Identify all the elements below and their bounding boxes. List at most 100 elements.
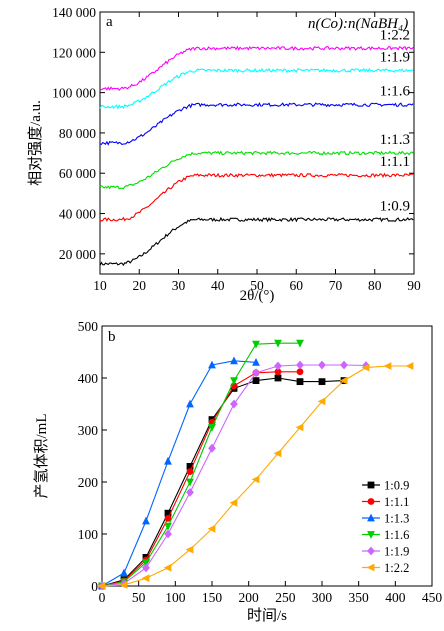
legend-label: 1:1.9 <box>384 545 409 559</box>
data-point <box>142 559 150 567</box>
data-point <box>97 582 106 590</box>
x-tick-label: 350 <box>349 590 370 605</box>
panel-a-ticks: 10 20 30 40 50 60 70 80 90 20 000 40 000 60 000 80 0… <box>52 5 421 293</box>
x-tick-label: 450 <box>422 590 443 605</box>
y-tick-label: 100 <box>78 527 99 542</box>
data-point <box>186 488 194 497</box>
legend-label: 1:1.1 <box>384 495 409 509</box>
panel-a-y-axis-label: 相对强度/a.u. <box>27 100 44 186</box>
xrd-trace-1-1-1 <box>99 172 414 222</box>
data-point <box>361 363 370 372</box>
x-tick-label: 30 <box>172 278 186 293</box>
xrd-series-label: 1:1.9 <box>380 49 410 65</box>
x-tick-label: 400 <box>385 590 406 605</box>
data-point <box>296 378 304 386</box>
x-tick-label: 70 <box>329 278 343 293</box>
data-point <box>186 399 194 408</box>
y-tick-label: 300 <box>78 423 99 438</box>
hydrogen-series-1-1-1 <box>98 368 304 590</box>
panel-b-plot-frame <box>101 325 433 587</box>
x-tick-label: 50 <box>250 278 264 293</box>
y-tick-label: 400 <box>78 371 99 386</box>
y-tick-label: 100 000 <box>52 86 96 101</box>
hydrogen-series-1-1-6 <box>98 339 304 591</box>
panel-b-hydrogen-chart: b 产氢体积/mL 时间/s 0 50 100 150 200 250 300 350 400 4… <box>33 319 442 624</box>
data-point <box>295 423 304 432</box>
legend-marker <box>367 498 375 505</box>
data-point <box>164 515 172 522</box>
data-point <box>383 362 392 370</box>
hydrogen-series-1-0-9 <box>98 374 348 590</box>
xrd-series-label: 1:1.1 <box>380 154 410 170</box>
x-tick-label: 250 <box>275 590 296 605</box>
x-tick-label: 20 <box>133 278 147 293</box>
x-tick-label: 50 <box>132 590 146 605</box>
x-tick-label: 100 <box>165 590 186 605</box>
data-point <box>186 463 194 470</box>
data-point <box>141 574 150 583</box>
x-tick-label: 40 <box>211 278 225 293</box>
y-tick-label: 20 000 <box>59 247 96 262</box>
data-point <box>186 478 194 487</box>
panel-b-ticks: 0 50 100 150 200 250 300 350 400 450 0 100 200 300 400… <box>78 319 443 605</box>
y-tick-label: 0 <box>91 579 98 594</box>
x-tick-label: 0 <box>99 590 106 605</box>
panel-a-xrd-chart: a n(Co):n(NaBH₄) 相对强度/a.u. 2θ/(°) 10 20 30… <box>27 5 421 304</box>
x-tick-label: 200 <box>239 590 260 605</box>
legend-label: 1:1.3 <box>384 512 409 526</box>
x-tick-label: 150 <box>202 590 223 605</box>
data-point <box>230 377 238 385</box>
data-point <box>164 509 172 517</box>
data-point <box>339 376 348 385</box>
x-tick-label: 90 <box>407 278 421 293</box>
data-point <box>229 498 238 507</box>
legend-marker <box>367 481 375 489</box>
data-point <box>251 475 260 484</box>
data-point <box>164 529 172 539</box>
data-point <box>142 563 150 573</box>
xrd-series-label: 1:1.6 <box>380 84 411 100</box>
xrd-trace-1-1-6 <box>99 102 414 146</box>
data-point <box>340 360 348 370</box>
y-tick-label: 40 000 <box>59 207 96 222</box>
data-point <box>252 358 260 366</box>
legend-marker <box>367 513 375 522</box>
legend-label: 1:0.9 <box>384 479 409 493</box>
data-point <box>296 368 304 376</box>
panel-a-letter: a <box>106 14 113 30</box>
data-point <box>296 339 304 348</box>
data-point <box>252 377 260 384</box>
data-point <box>185 545 194 554</box>
data-point <box>208 424 216 432</box>
data-point <box>164 456 172 465</box>
data-point <box>119 581 128 589</box>
data-point <box>274 374 282 382</box>
xrd-trace-1-2-2 <box>99 45 414 92</box>
xrd-trace-1-1-3 <box>99 150 414 190</box>
data-point <box>296 360 304 370</box>
panel-a-series: 1:0.9 1:1.1 1:1.3 1:1.6 1:1.9 1:2.2 <box>99 27 414 267</box>
data-point <box>274 361 282 371</box>
data-point <box>273 449 282 458</box>
legend-marker <box>366 563 375 572</box>
data-point <box>274 339 282 348</box>
y-tick-label: 60 000 <box>59 166 96 181</box>
data-point <box>142 516 150 525</box>
data-point <box>208 360 216 369</box>
data-point <box>230 356 238 365</box>
data-point <box>230 399 238 409</box>
panel-a-plot-frame <box>99 11 415 275</box>
y-tick-label: 500 <box>78 319 99 334</box>
data-point <box>186 468 194 475</box>
panel-b-x-axis-label: 时间/s <box>247 607 287 624</box>
hydrogen-series-1-2-2 <box>97 362 414 590</box>
data-point <box>274 368 282 376</box>
series-line <box>101 342 300 587</box>
xrd-series-label: 1:0.9 <box>380 199 410 215</box>
panel-b-letter: b <box>108 329 116 345</box>
series-line <box>101 371 300 587</box>
x-tick-label: 300 <box>312 590 333 605</box>
series-line <box>101 377 345 587</box>
y-tick-label: 120 000 <box>52 45 96 60</box>
